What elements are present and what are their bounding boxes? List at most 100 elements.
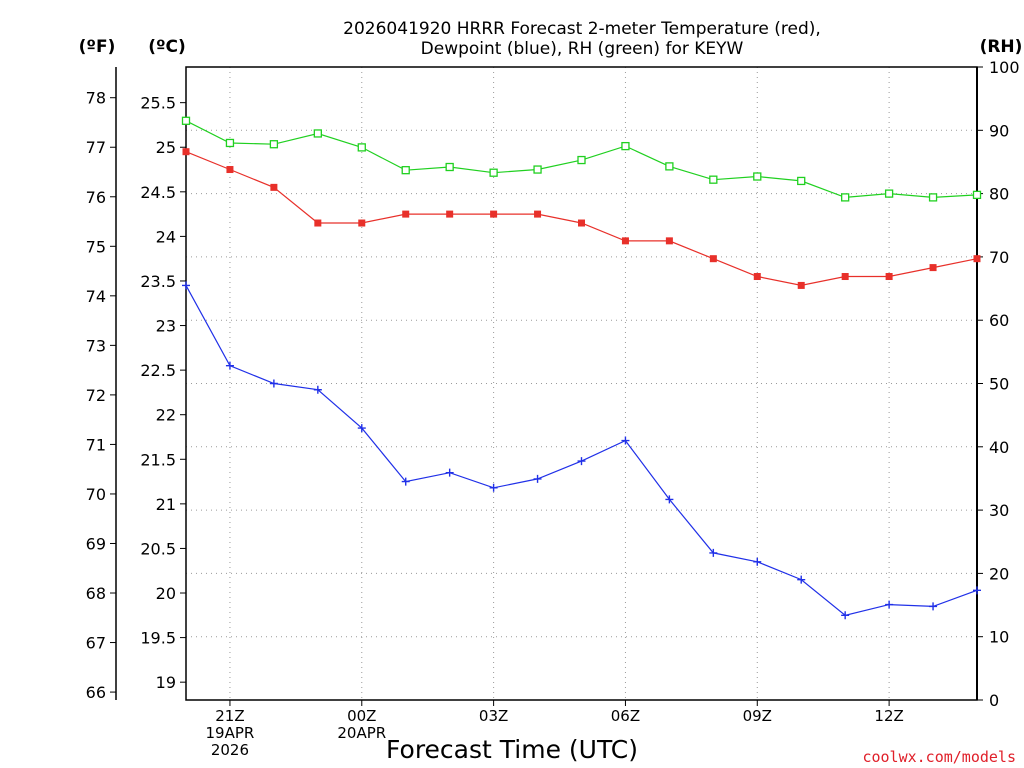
rh-point — [884, 189, 894, 198]
rh-tick-label: 40 — [989, 438, 1009, 457]
fahrenheit-tick-label: 69 — [86, 534, 106, 553]
fahrenheit-tick-label: 68 — [86, 584, 106, 603]
x-tick-label: 00Z — [347, 707, 376, 725]
rh-tick-label: 70 — [989, 248, 1009, 267]
dewpoint-point — [182, 281, 190, 290]
dewpoint-point — [357, 424, 366, 433]
dewpoint-point — [489, 483, 498, 492]
celsius-tick-label: 21.5 — [140, 450, 176, 469]
rh-point — [577, 155, 586, 165]
celsius-tick-label: 22.5 — [140, 361, 176, 380]
celsius-tick-label: 23.5 — [140, 272, 176, 291]
credit-text: coolwx.com/models — [862, 748, 1016, 766]
dewpoint-point — [841, 611, 850, 620]
x-tick-label: 12Z — [874, 707, 903, 725]
rh-point — [972, 190, 982, 200]
celsius-tick-label: 23 — [156, 317, 176, 336]
fahrenheit-tick-label: 77 — [86, 138, 106, 157]
fahrenheit-tick-label: 78 — [86, 89, 106, 108]
temperature-point — [226, 166, 234, 174]
dewpoint-point — [401, 477, 410, 486]
x-tick-label: 09Z — [743, 707, 772, 725]
rh-point — [709, 175, 718, 184]
temperature-point — [621, 237, 629, 245]
rh-point — [621, 141, 630, 151]
fahrenheit-tick-label: 67 — [86, 634, 106, 653]
celsius-tick-label: 25 — [156, 138, 176, 157]
x-tick-date-label: 20APR — [337, 724, 386, 742]
chart-title-line-1: 2026041920 HRRR Forecast 2-meter Tempera… — [343, 19, 821, 39]
temperature-point — [446, 210, 454, 218]
rh-tick-label: 60 — [989, 311, 1009, 330]
rh-point — [489, 168, 498, 177]
temperature-point — [973, 255, 981, 263]
x-tick-label: 06Z — [611, 707, 640, 725]
celsius-tick-label: 19.5 — [140, 629, 176, 648]
rh-tick-label: 90 — [989, 121, 1009, 140]
celsius-tick-label: 20 — [156, 584, 176, 603]
temperature-point — [665, 237, 673, 245]
temperature-point — [534, 210, 542, 218]
fahrenheit-tick-label: 66 — [86, 683, 106, 702]
fahrenheit-tick-label: 72 — [86, 386, 106, 405]
temperature-point — [709, 255, 717, 263]
temperature-point — [797, 281, 805, 289]
dewpoint-point — [929, 602, 938, 611]
celsius-tick-label: 19 — [156, 673, 176, 692]
dewpoint-point — [313, 385, 322, 394]
dewpoint-point — [577, 457, 586, 466]
dewpoint-line — [185, 285, 978, 616]
temperature-point — [490, 210, 498, 218]
celsius-tick-label: 21 — [156, 495, 176, 514]
axes-layer — [110, 66, 983, 706]
rh-point — [181, 116, 191, 125]
fahrenheit-tick-label: 71 — [86, 435, 106, 454]
rh-tick-label: 0 — [989, 691, 999, 710]
rh-tick-label: 80 — [989, 185, 1009, 204]
dewpoint-point — [665, 495, 674, 504]
temperature-point — [270, 183, 278, 191]
rh-tick-label: 100 — [989, 58, 1020, 77]
temperature-point — [182, 148, 190, 156]
rh-point — [797, 176, 806, 186]
fahrenheit-unit-label: (ºF) — [79, 37, 116, 57]
fahrenheit-tick-label: 75 — [86, 237, 106, 256]
rh-point — [269, 140, 279, 149]
fahrenheit-tick-label: 74 — [86, 287, 106, 306]
temperature-point — [358, 219, 366, 227]
dewpoint-point — [709, 548, 718, 557]
rh-point — [753, 172, 762, 181]
tick-labels: 66 67 68 69 70 71 72 73 74 75 76 77 78 19 19.5 20 20.5 21… — [86, 58, 1020, 759]
x-tick-label: 21Z — [215, 707, 244, 725]
rh-point — [928, 193, 938, 202]
rh-point — [357, 143, 366, 152]
dewpoint-point — [753, 557, 762, 566]
rh-unit-label: (RH) — [980, 37, 1023, 57]
celsius-tick-label: 25.5 — [140, 94, 176, 113]
fahrenheit-tick-label: 73 — [86, 336, 106, 355]
rh-tick-label: 30 — [989, 501, 1009, 520]
temperature-line — [185, 151, 978, 287]
rh-point — [841, 193, 850, 202]
rh-tick-label: 20 — [989, 564, 1009, 583]
rh-tick-label: 50 — [989, 375, 1009, 394]
temperature-point — [753, 273, 761, 281]
dewpoint-series — [182, 281, 981, 620]
rh-point — [313, 129, 322, 138]
fahrenheit-tick-label: 76 — [86, 188, 106, 207]
chart-title-line-2: Dewpoint (blue), RH (green) for KEYW — [421, 39, 744, 59]
rh-point — [401, 166, 410, 175]
temperature-point — [929, 264, 937, 272]
celsius-tick-label: 20.5 — [140, 539, 176, 558]
celsius-tick-label: 24.5 — [140, 183, 176, 202]
dewpoint-point — [445, 468, 454, 477]
dewpoint-point — [973, 586, 981, 595]
temperature-point — [841, 273, 849, 281]
x-axis-label: Forecast Time (UTC) — [386, 735, 638, 764]
dewpoint-point — [269, 379, 278, 388]
temperature-point — [402, 210, 410, 218]
dewpoint-point — [885, 600, 894, 609]
dewpoint-point — [225, 361, 234, 370]
rh-tick-label: 10 — [989, 628, 1009, 647]
